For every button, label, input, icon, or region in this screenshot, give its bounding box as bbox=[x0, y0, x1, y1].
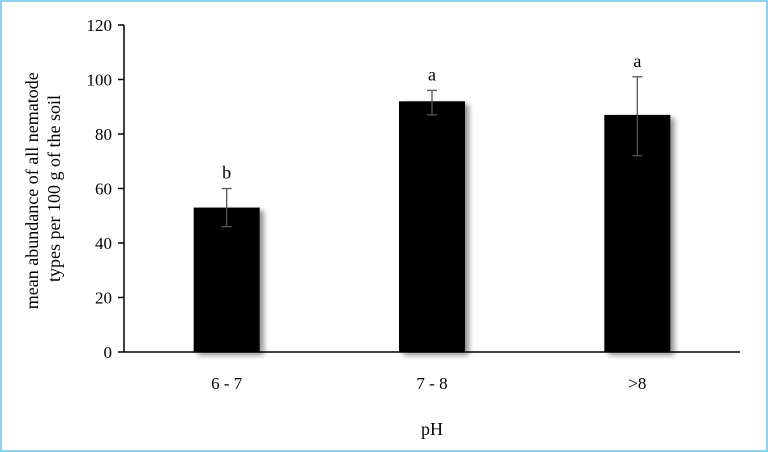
significance-letter: a bbox=[428, 64, 436, 84]
y-tick-label: 100 bbox=[87, 71, 113, 90]
y-axis-title-line-1: mean abundance of all nematode bbox=[22, 72, 42, 309]
x-tick-label: 6 - 7 bbox=[211, 374, 243, 393]
error-bar bbox=[632, 76, 643, 157]
y-tick-label: 120 bbox=[87, 16, 113, 35]
significance-letter: a bbox=[633, 51, 641, 71]
y-tick-label: 40 bbox=[95, 234, 112, 253]
x-axis-ticks: 6 - 7 7 - 8 >8 bbox=[211, 374, 646, 393]
error-bars-group bbox=[221, 76, 643, 228]
error-bar bbox=[427, 89, 437, 116]
x-tick-label: 7 - 8 bbox=[416, 374, 447, 393]
y-tick-label: 80 bbox=[95, 125, 112, 144]
y-axis-ticks: 0 20 40 60 80 100 120 bbox=[87, 16, 124, 362]
significance-labels: b a a bbox=[222, 51, 641, 183]
error-bar bbox=[221, 187, 232, 228]
bar bbox=[193, 207, 260, 352]
y-tick-label: 20 bbox=[95, 289, 112, 308]
y-axis-title-line-2: types per 100 g of the soil bbox=[44, 95, 64, 282]
y-axis-title: mean abundance of all nematode types per… bbox=[22, 68, 64, 309]
x-tick-label: >8 bbox=[628, 374, 646, 393]
y-tick-label: 0 bbox=[104, 343, 113, 362]
bar bbox=[399, 101, 465, 352]
bars-group bbox=[193, 101, 671, 352]
y-tick-label: 60 bbox=[95, 180, 112, 199]
x-axis-title: pH bbox=[421, 419, 443, 439]
significance-letter: b bbox=[222, 163, 231, 183]
